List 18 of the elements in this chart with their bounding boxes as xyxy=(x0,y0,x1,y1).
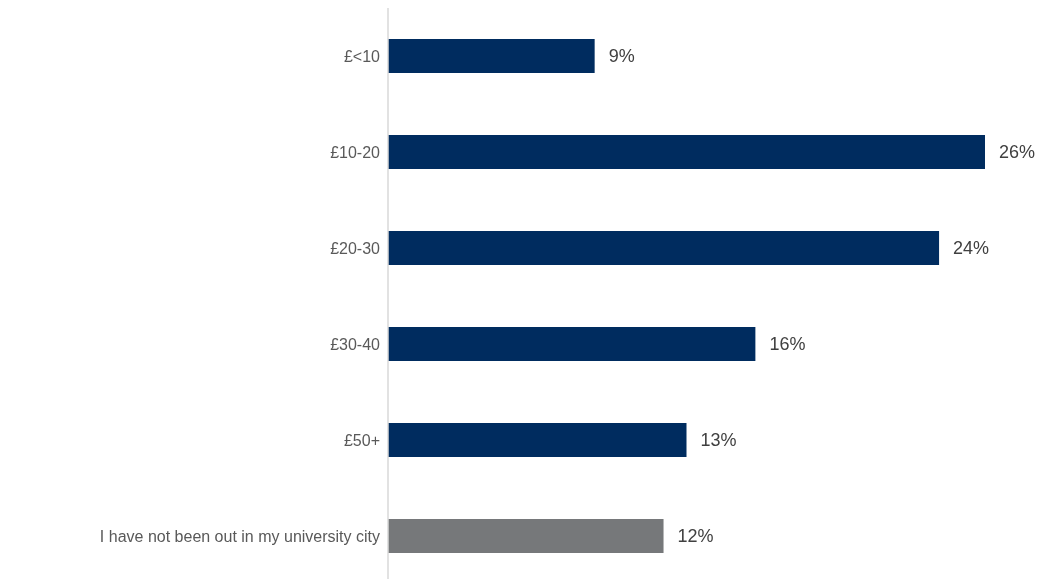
y-tick-label: £50+ xyxy=(343,431,380,449)
data-label: 12% xyxy=(677,526,714,547)
bar xyxy=(388,519,664,553)
data-label: 9% xyxy=(608,46,635,67)
bar xyxy=(388,231,940,265)
bar xyxy=(388,327,756,361)
bar xyxy=(388,423,687,457)
y-tick-label: £<10 xyxy=(343,47,381,65)
y-tick-label: £10-20 xyxy=(330,143,381,161)
y-tick-label: £20-30 xyxy=(330,239,381,257)
data-label: 26% xyxy=(999,142,1036,163)
data-label: 16% xyxy=(769,334,806,355)
y-tick-label: £30-40 xyxy=(330,335,381,353)
bar xyxy=(388,39,595,73)
bar xyxy=(388,135,985,169)
y-tick-label: I have not been out in my university city xyxy=(99,527,380,545)
data-label: 24% xyxy=(953,238,990,259)
data-label: 13% xyxy=(700,430,737,451)
